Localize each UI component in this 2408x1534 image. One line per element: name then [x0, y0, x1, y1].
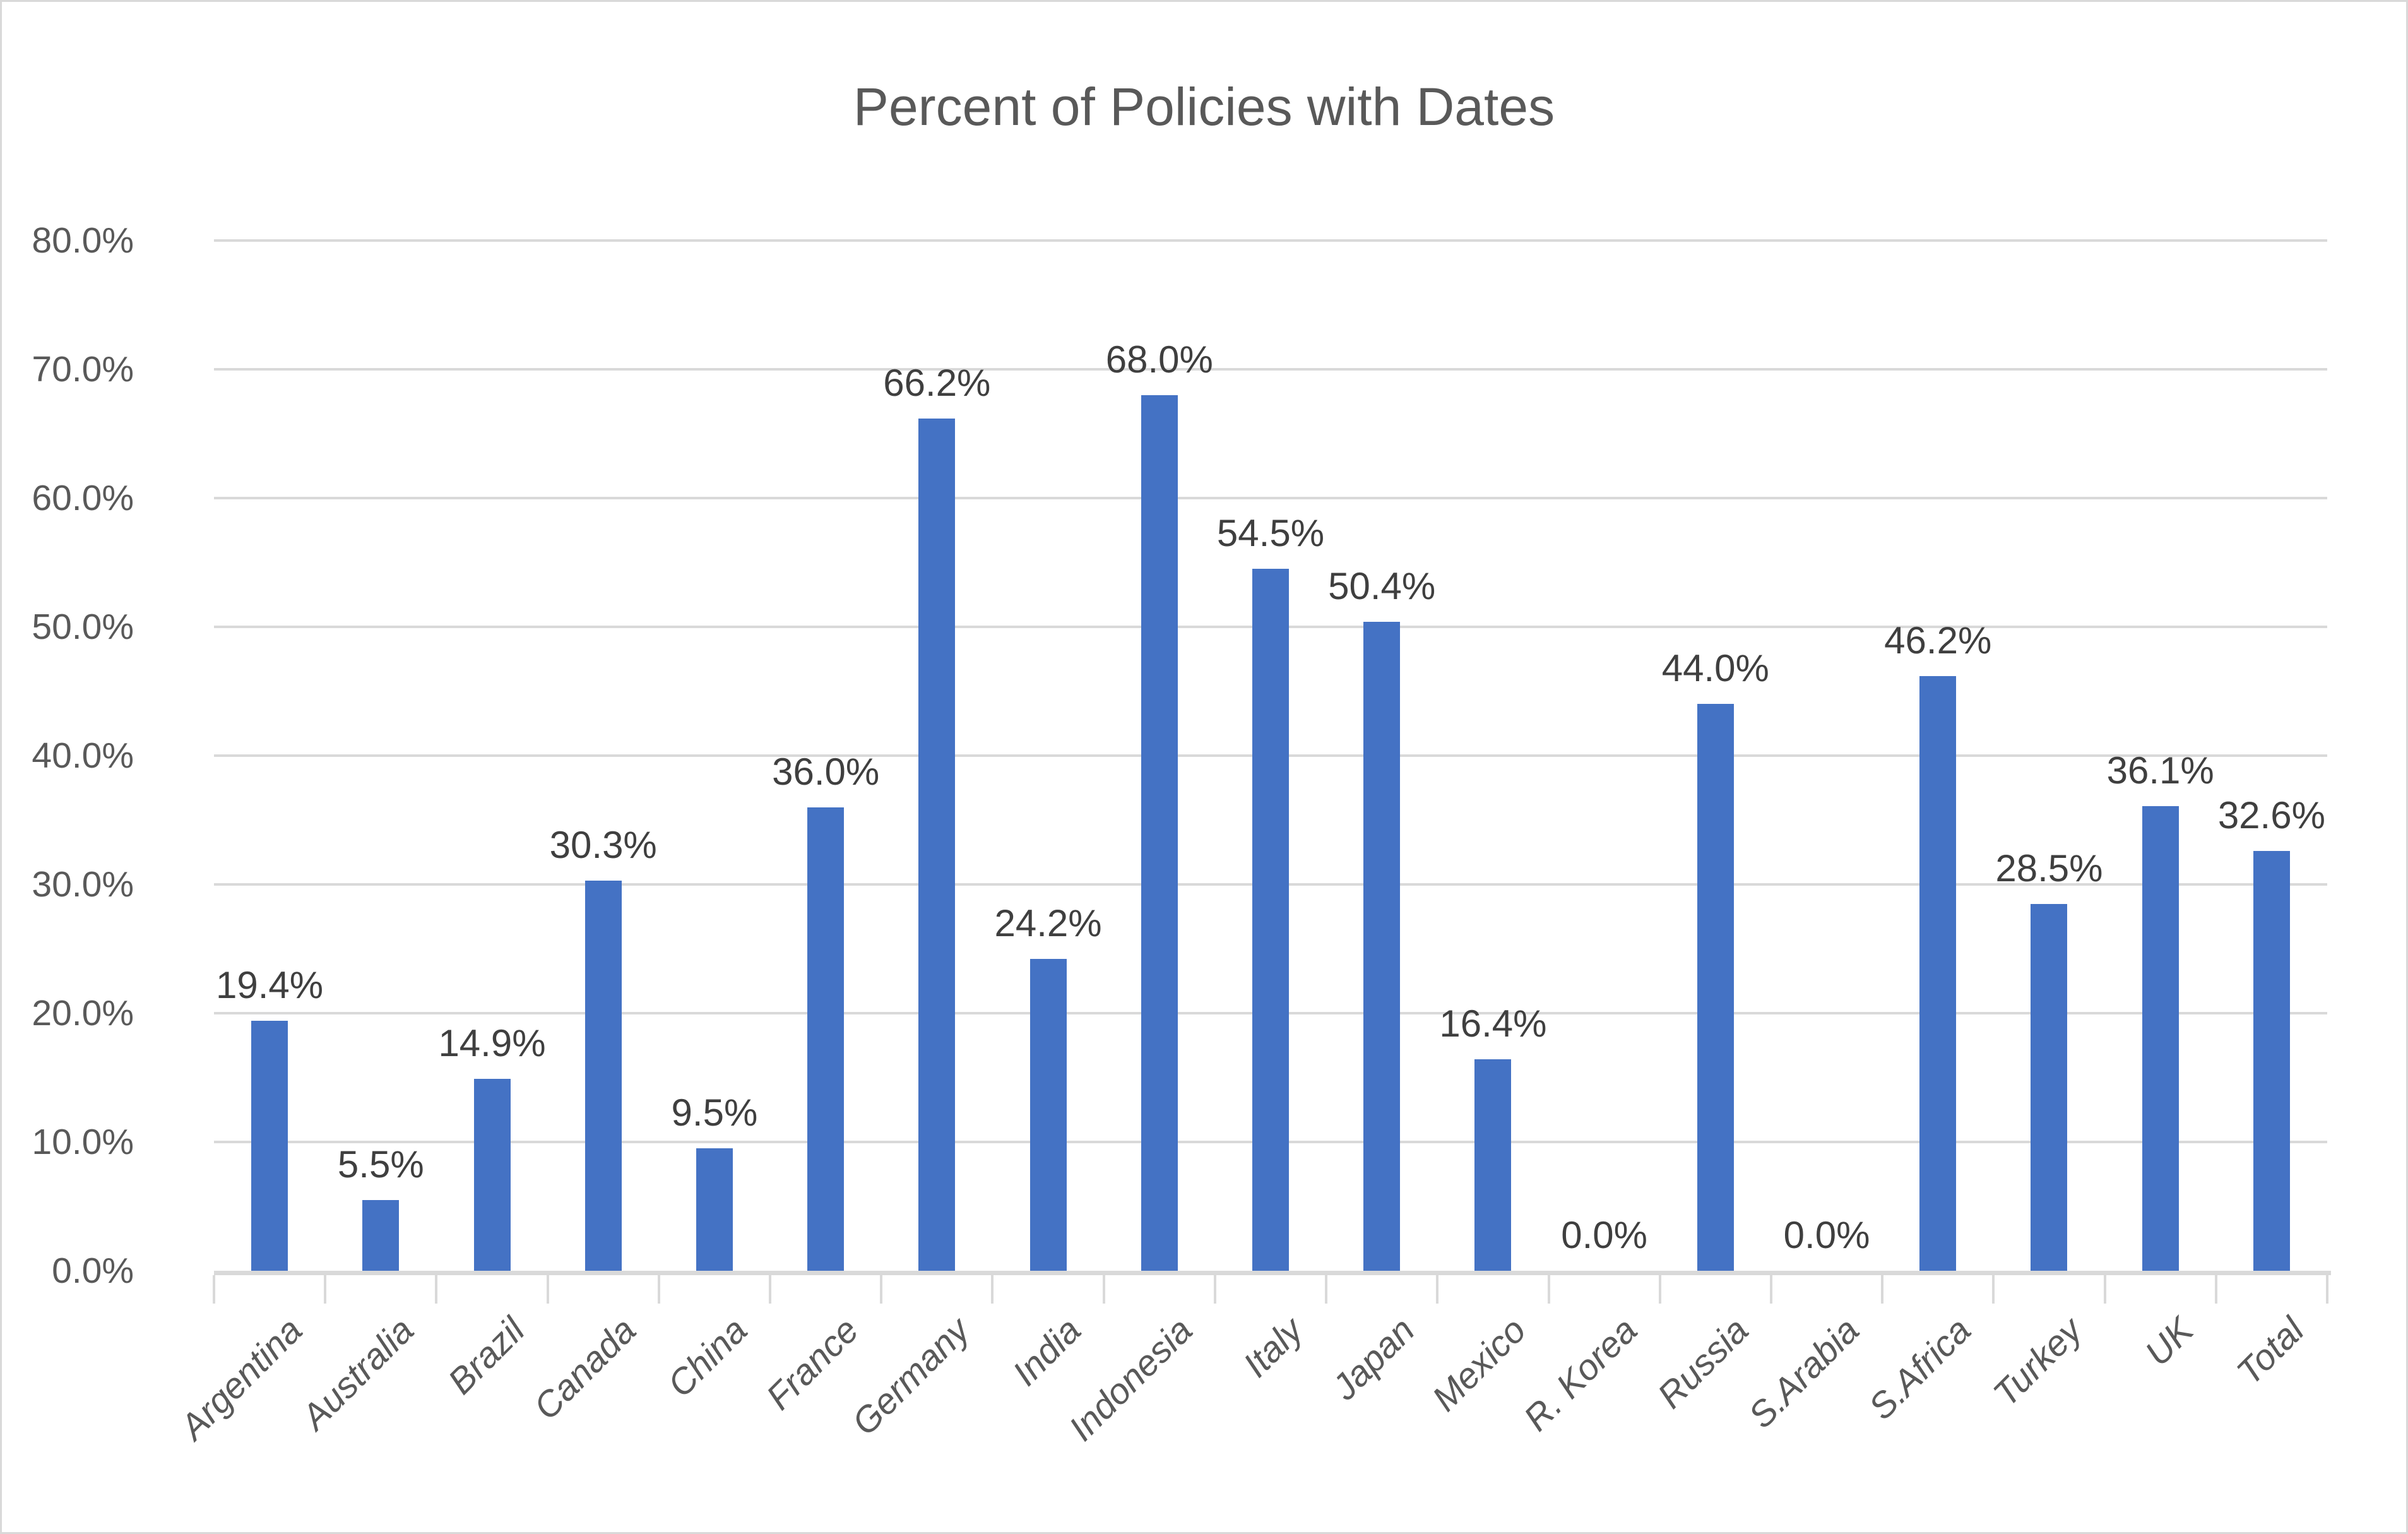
category-label: France — [758, 1310, 867, 1418]
data-label: 0.0% — [1561, 1214, 1647, 1256]
x-axis-tick — [1102, 1275, 1105, 1304]
category-label: Argentina — [172, 1310, 311, 1448]
bar-UK — [2142, 806, 2179, 1271]
x-axis-tick — [2326, 1275, 2328, 1304]
data-label: 28.5% — [1995, 847, 2103, 889]
data-label: 54.5% — [1216, 512, 1325, 555]
data-label: 5.5% — [337, 1143, 424, 1186]
bar-Canada — [584, 880, 622, 1271]
data-label: 68.0% — [1105, 338, 1213, 381]
bar-Australia — [362, 1199, 400, 1271]
y-axis-tick-label: 50.0% — [32, 607, 134, 647]
data-label: 14.9% — [438, 1022, 546, 1065]
category-label: Italy — [1236, 1310, 1312, 1386]
category-label: Total — [2229, 1310, 2313, 1393]
bar-S.Africa — [1919, 675, 1957, 1271]
gridline — [214, 497, 2327, 499]
bar-Turkey — [2031, 903, 2068, 1271]
category-label: Indonesia — [1060, 1310, 1201, 1449]
bar-France — [807, 807, 845, 1271]
category-label: Brazil — [440, 1310, 533, 1403]
x-axis-tick — [657, 1275, 660, 1304]
x-axis-line — [214, 1271, 2331, 1275]
data-label: 32.6% — [2217, 794, 2325, 836]
data-label: 30.3% — [549, 823, 657, 866]
category-label: Japan — [1324, 1310, 1423, 1408]
category-label: India — [1005, 1310, 1089, 1394]
data-label: 0.0% — [1783, 1214, 1870, 1256]
category-label: Canada — [526, 1310, 644, 1428]
category-label: Russia — [1649, 1310, 1757, 1417]
data-label: 9.5% — [671, 1091, 758, 1134]
x-axis-tick — [546, 1275, 549, 1304]
data-label: 66.2% — [883, 361, 991, 404]
x-axis-tick — [991, 1275, 994, 1304]
x-axis-tick — [1881, 1275, 1884, 1304]
data-label: 36.1% — [2106, 749, 2214, 792]
x-axis-tick — [1436, 1275, 1439, 1304]
x-axis-tick — [2103, 1275, 2106, 1304]
y-axis-tick-label: 70.0% — [32, 349, 134, 389]
y-axis-tick-label: 10.0% — [32, 1122, 134, 1162]
category-label: S.Africa — [1861, 1310, 1979, 1428]
data-label: 36.0% — [772, 750, 880, 793]
category-label: Turkey — [1985, 1310, 2090, 1415]
y-axis-tick-label: 20.0% — [32, 993, 134, 1033]
bar-Italy — [1252, 569, 1289, 1271]
data-label: 44.0% — [1661, 647, 1769, 690]
gridline — [214, 239, 2327, 242]
y-axis-tick-label: 40.0% — [32, 735, 134, 776]
category-label: UK — [2137, 1310, 2201, 1374]
data-label: 16.4% — [1439, 1002, 1547, 1045]
category-label: Mexico — [1424, 1310, 1534, 1419]
x-axis-tick — [1992, 1275, 1995, 1304]
y-axis-tick-label: 30.0% — [32, 864, 134, 905]
x-axis-tick — [1769, 1275, 1772, 1304]
x-axis-tick — [1213, 1275, 1216, 1304]
x-axis-tick — [435, 1275, 438, 1304]
bar-Russia — [1697, 704, 1734, 1271]
category-label: S.Arabia — [1741, 1310, 1868, 1436]
category-label: Germany — [844, 1310, 978, 1444]
x-axis-tick — [769, 1275, 772, 1304]
y-axis-tick-label: 60.0% — [32, 478, 134, 518]
bar-India — [1029, 959, 1067, 1271]
gridline — [214, 368, 2327, 371]
bar-Argentina — [251, 1021, 288, 1271]
y-axis-tick-label: 80.0% — [32, 220, 134, 261]
x-axis-tick — [880, 1275, 883, 1304]
x-axis-tick — [2214, 1275, 2217, 1304]
x-axis-tick — [1325, 1275, 1328, 1304]
bar-Japan — [1363, 621, 1401, 1271]
x-axis-tick — [324, 1275, 327, 1304]
bar-Mexico — [1474, 1059, 1512, 1271]
bar-Total — [2253, 850, 2290, 1271]
data-label: 50.4% — [1328, 564, 1436, 607]
bar-Brazil — [473, 1079, 511, 1271]
x-axis-tick — [213, 1275, 215, 1304]
bar-Germany — [918, 418, 956, 1271]
bar-Indonesia — [1141, 395, 1178, 1271]
data-label: 19.4% — [216, 964, 324, 1007]
x-axis-tick — [1547, 1275, 1550, 1304]
category-label: Australia — [294, 1310, 422, 1438]
y-axis-tick-label: 0.0% — [52, 1251, 134, 1291]
category-label: China — [660, 1310, 756, 1405]
x-axis-tick — [1658, 1275, 1661, 1304]
chart-title: Percent of Policies with Dates — [853, 77, 1555, 136]
category-label: R. Korea — [1515, 1310, 1645, 1439]
data-label: 24.2% — [994, 902, 1102, 945]
data-label: 46.2% — [1884, 619, 1992, 662]
bar-China — [696, 1148, 733, 1271]
